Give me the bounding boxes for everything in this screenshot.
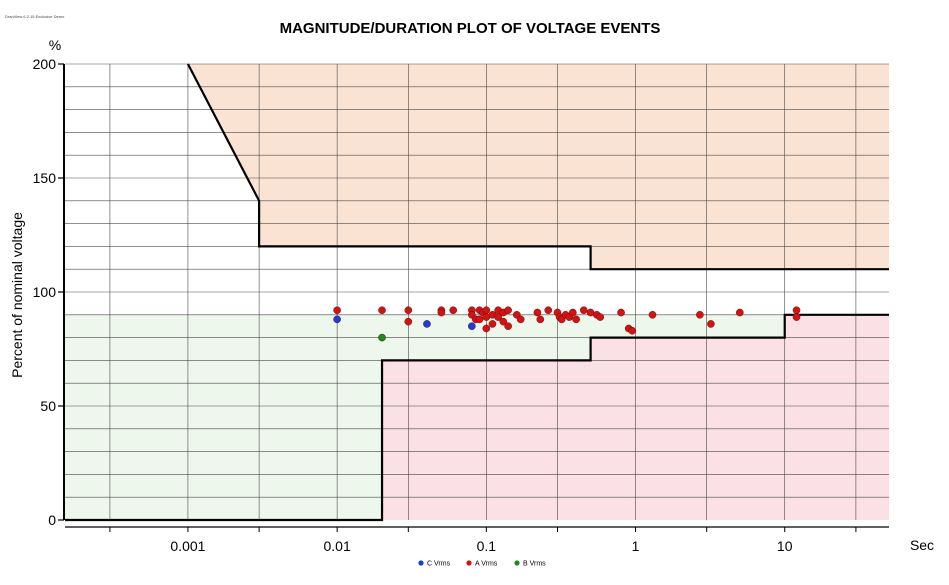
legend-marker: [514, 560, 520, 566]
tolerance-curves: [65, 63, 889, 522]
x-tick-label: 0.01: [323, 538, 350, 554]
point-a-vrms: [792, 306, 801, 315]
legend-item-b-vrms[interactable]: B Vrms: [514, 560, 546, 568]
x-tick-labels: 0.001 0.01 0.1 1 10: [170, 538, 792, 554]
point-a-vrms: [482, 306, 491, 315]
chart-title: MAGNITUDE/DURATION PLOT OF VOLTAGE EVENT…: [280, 20, 661, 37]
point-a-vrms: [696, 310, 704, 319]
point-a-vrms: [499, 317, 508, 326]
grid-lines: [65, 63, 889, 520]
point-a-vrms: [536, 315, 545, 324]
legend-marker: [466, 560, 472, 566]
point-a-vrms: [648, 310, 657, 319]
acceptable-region: [65, 314, 889, 520]
point-a-vrms: [378, 306, 386, 315]
point-a-vrms: [628, 326, 636, 335]
point-a-vrms: [404, 317, 413, 326]
y-tick-label: 0: [48, 512, 56, 528]
x-tick-label: 0.001: [170, 538, 205, 554]
upper-tolerance-curve: [186, 63, 889, 271]
point-a-vrms: [596, 313, 605, 321]
point-a-vrms: [533, 308, 542, 317]
y-axis-label: Percent of nominal voltage: [9, 212, 25, 378]
point-a-vrms: [494, 313, 502, 321]
lower-tolerance-curve: [65, 313, 889, 522]
x-unit-label: Sec: [910, 537, 934, 553]
point-a-vrms: [437, 308, 446, 317]
point-a-vrms: [736, 308, 744, 317]
data-points: [333, 306, 801, 342]
y-unit-label: %: [49, 37, 61, 53]
overvoltage-region: [187, 64, 889, 270]
point-a-vrms: [579, 306, 588, 315]
point-c-vrms: [468, 322, 476, 331]
legend[interactable]: C Vrms A Vrms B Vrms: [418, 560, 546, 568]
legend-label: C Vrms: [427, 561, 451, 568]
y-tick-label: 100: [33, 284, 57, 300]
version-label: DranView 6.2.15 Exclusive Demo: [5, 14, 65, 19]
y-tick-label: 150: [33, 170, 57, 186]
point-a-vrms: [792, 313, 801, 321]
point-a-vrms: [504, 306, 512, 315]
point-a-vrms: [544, 306, 553, 315]
point-a-vrms: [516, 315, 525, 324]
legend-marker: [418, 560, 424, 566]
legend-item-a-vrms[interactable]: A Vrms: [466, 560, 498, 568]
legend-item-c-vrms[interactable]: C Vrms: [418, 560, 451, 568]
point-c-vrms: [333, 315, 341, 324]
y-tick-label: 50: [40, 398, 56, 414]
point-a-vrms: [504, 322, 512, 331]
legend-label: B Vrms: [523, 561, 546, 568]
point-a-vrms: [572, 315, 580, 324]
point-c-vrms: [423, 320, 431, 328]
x-tick-label: 10: [777, 538, 793, 554]
point-a-vrms: [569, 308, 577, 317]
point-b-vrms: [378, 333, 386, 342]
point-a-vrms: [482, 324, 491, 333]
y-tick-label: 200: [33, 56, 57, 72]
point-a-vrms: [333, 306, 341, 315]
point-a-vrms: [617, 308, 625, 317]
y-tick-labels: 0 50 100 150 200: [33, 56, 57, 528]
x-tick-label: 0.1: [477, 538, 497, 554]
legend-label: A Vrms: [475, 561, 498, 568]
point-a-vrms: [449, 306, 458, 315]
point-a-vrms: [488, 320, 497, 328]
point-a-vrms: [707, 320, 715, 328]
x-tick-label: 1: [632, 538, 640, 554]
axes: [58, 63, 889, 532]
point-a-vrms: [404, 306, 413, 315]
point-a-vrms: [475, 315, 484, 324]
